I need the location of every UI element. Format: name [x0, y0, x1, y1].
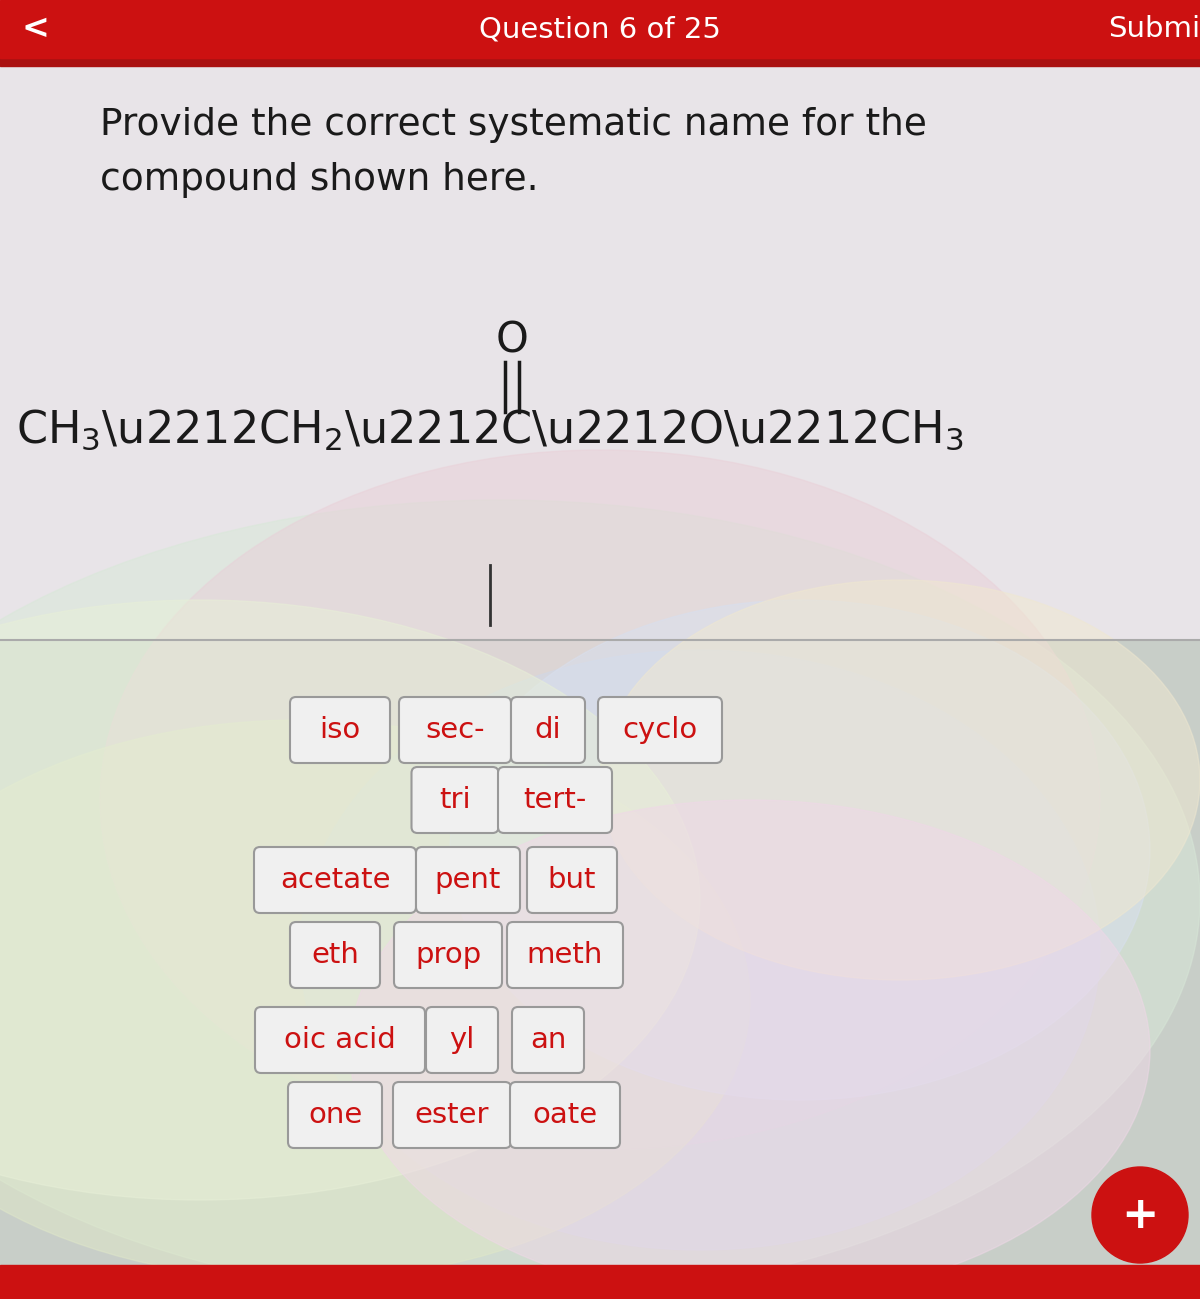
Circle shape — [1092, 1167, 1188, 1263]
Bar — [0, 58, 1200, 66]
FancyBboxPatch shape — [508, 922, 623, 989]
Text: di: di — [535, 716, 562, 744]
FancyBboxPatch shape — [527, 847, 617, 913]
Text: iso: iso — [319, 716, 361, 744]
FancyBboxPatch shape — [394, 1082, 511, 1148]
FancyBboxPatch shape — [416, 847, 520, 913]
Bar — [0, 58, 1200, 640]
Bar — [0, 640, 1200, 1299]
Text: cyclo: cyclo — [623, 716, 697, 744]
Bar — [0, 1265, 1200, 1299]
Text: eth: eth — [311, 940, 359, 969]
FancyBboxPatch shape — [511, 698, 586, 763]
Text: an: an — [530, 1026, 566, 1053]
Text: meth: meth — [527, 940, 604, 969]
Text: Submit: Submit — [1108, 16, 1200, 43]
Text: Provide the correct systematic name for the: Provide the correct systematic name for … — [100, 107, 926, 143]
Text: Question 6 of 25: Question 6 of 25 — [479, 16, 721, 43]
FancyBboxPatch shape — [290, 922, 380, 989]
FancyBboxPatch shape — [394, 922, 502, 989]
Text: tert-: tert- — [523, 786, 587, 814]
FancyBboxPatch shape — [398, 698, 511, 763]
Ellipse shape — [450, 600, 1150, 1100]
FancyBboxPatch shape — [412, 766, 498, 833]
FancyBboxPatch shape — [510, 1082, 620, 1148]
Text: sec-: sec- — [425, 716, 485, 744]
Text: one: one — [308, 1102, 362, 1129]
Ellipse shape — [300, 650, 1100, 1250]
Ellipse shape — [0, 500, 1200, 1299]
Text: compound shown here.: compound shown here. — [100, 162, 539, 197]
Text: yl: yl — [449, 1026, 475, 1053]
FancyBboxPatch shape — [254, 847, 416, 913]
Text: prop: prop — [415, 940, 481, 969]
Text: oic acid: oic acid — [284, 1026, 396, 1053]
Bar — [0, 0, 1200, 58]
Text: but: but — [547, 866, 596, 894]
FancyBboxPatch shape — [288, 1082, 382, 1148]
FancyBboxPatch shape — [598, 698, 722, 763]
Text: ester: ester — [415, 1102, 490, 1129]
Text: acetate: acetate — [280, 866, 390, 894]
FancyBboxPatch shape — [256, 1007, 425, 1073]
Ellipse shape — [0, 600, 700, 1200]
Text: oate: oate — [533, 1102, 598, 1129]
Text: O: O — [496, 320, 528, 361]
Ellipse shape — [350, 800, 1150, 1299]
FancyBboxPatch shape — [498, 766, 612, 833]
Text: pent: pent — [434, 866, 502, 894]
Ellipse shape — [600, 579, 1200, 979]
FancyBboxPatch shape — [290, 698, 390, 763]
FancyBboxPatch shape — [512, 1007, 584, 1073]
Text: +: + — [1121, 1194, 1159, 1237]
FancyBboxPatch shape — [426, 1007, 498, 1073]
Ellipse shape — [0, 720, 750, 1280]
Ellipse shape — [100, 449, 1100, 1150]
Text: tri: tri — [439, 786, 470, 814]
Text: CH$_3$\u2212CH$_2$\u2212C\u2212O\u2212CH$_3$: CH$_3$\u2212CH$_2$\u2212C\u2212O\u2212CH… — [16, 408, 964, 452]
Text: <: < — [22, 13, 49, 45]
